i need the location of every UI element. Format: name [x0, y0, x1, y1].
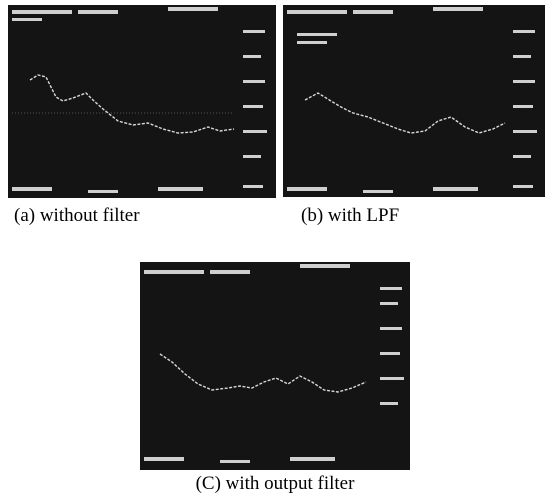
screen-a	[8, 5, 276, 198]
screen-background	[283, 5, 545, 197]
caption-c: (C) with output filter	[196, 473, 356, 494]
screen-background	[140, 262, 410, 470]
screen-b	[283, 5, 545, 197]
trace	[29, 74, 235, 134]
caption-a: (a) without filter	[14, 205, 140, 226]
screen-text	[144, 264, 404, 463]
trace	[159, 353, 367, 393]
screen-text	[287, 7, 537, 193]
screen-c	[140, 262, 410, 470]
screen-background	[8, 5, 276, 198]
screen-text	[12, 7, 267, 193]
trace	[304, 92, 506, 134]
caption-b: (b) with LPF	[301, 205, 399, 226]
